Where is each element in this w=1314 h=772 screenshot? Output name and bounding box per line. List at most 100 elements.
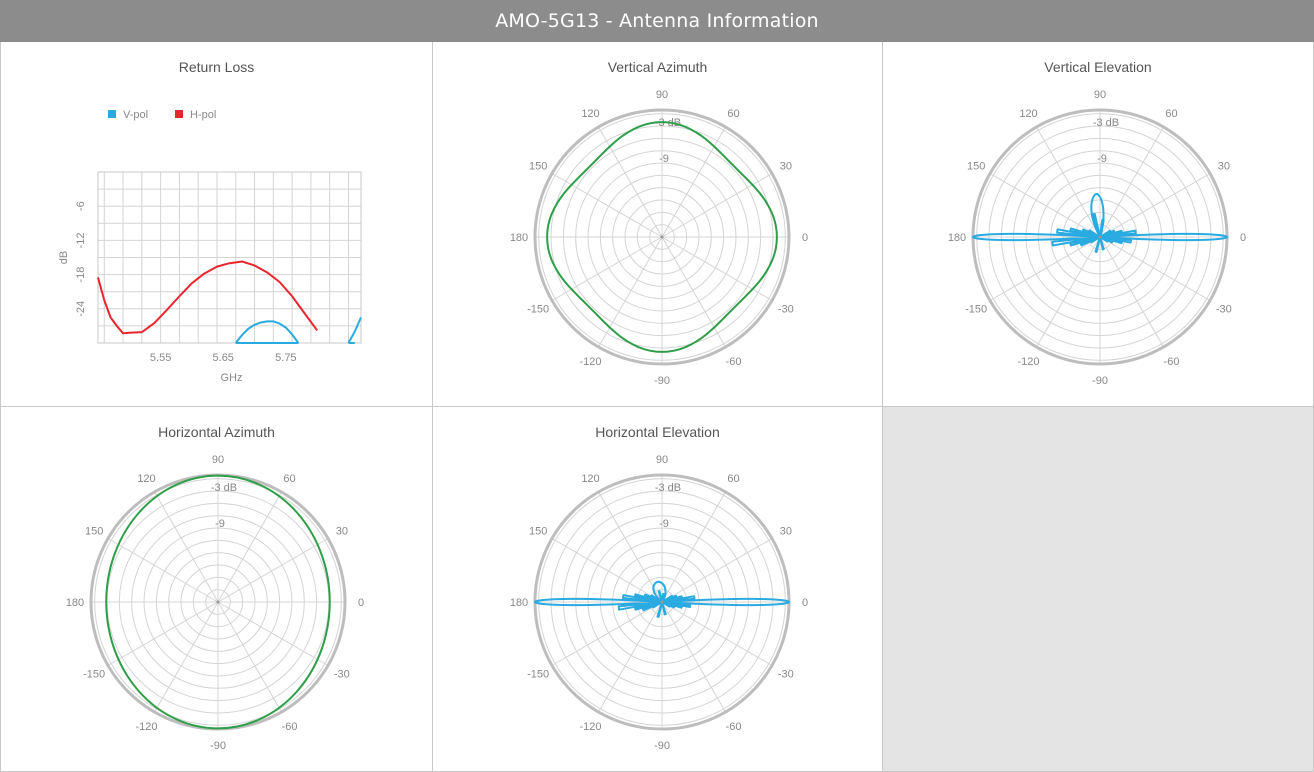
angle-label: 30 — [780, 526, 792, 538]
pattern-side-lobe — [1099, 229, 1112, 238]
horizontal-elevation-panel: Horizontal Elevation 0 30 60 90 120 150 180 -15… — [433, 407, 883, 772]
polar-outer-ring — [533, 108, 791, 366]
legend-label-h-pol: H-pol — [190, 109, 216, 121]
polar-spoke — [107, 538, 219, 603]
angle-label: 90 — [656, 89, 668, 101]
horizontal-elevation-title: Horizontal Elevation — [595, 424, 720, 440]
angle-label: 150 — [85, 526, 103, 538]
radial-label: -3 dB — [211, 482, 237, 494]
angle-label: 0 — [802, 597, 808, 609]
pattern-side-lobe — [661, 592, 665, 603]
angle-label: 60 — [727, 473, 739, 485]
angle-label: 60 — [1165, 108, 1177, 120]
angle-label: 180 — [948, 232, 966, 244]
angle-label: -90 — [654, 375, 670, 387]
vertical-elevation-panel: Vertical Elevation 0 30 60 90 120 150 180 -150 -… — [883, 42, 1314, 407]
polar-spoke — [217, 601, 282, 713]
pattern-side-lobe — [1090, 236, 1101, 244]
polar-spoke — [1099, 236, 1164, 348]
radial-label: -9 — [659, 518, 669, 530]
legend-swatch-v-pol — [108, 110, 116, 118]
x-tick-label: 5.55 — [150, 352, 171, 364]
angle-label: 0 — [358, 597, 364, 609]
page-title: AMO-5G13 - Antenna Information — [0, 0, 1314, 42]
vertical-elevation-title: Vertical Elevation — [1044, 59, 1152, 75]
angle-label: -30 — [778, 669, 794, 681]
polar-spoke — [598, 601, 663, 713]
angle-label: 0 — [802, 232, 808, 244]
polar-spoke — [551, 601, 663, 666]
polar-spoke — [217, 538, 329, 603]
polar-spoke — [1036, 126, 1101, 238]
angle-label: -90 — [210, 740, 226, 752]
angle-label: -150 — [527, 304, 549, 316]
angle-label: -30 — [334, 669, 350, 681]
angle-label: 30 — [1218, 161, 1230, 173]
series-line-vpol — [234, 320, 300, 344]
pattern-side-lobe — [661, 594, 674, 603]
pattern-side-lobe — [1088, 229, 1101, 238]
pattern-main-lobe — [661, 597, 791, 607]
angle-label: -30 — [778, 304, 794, 316]
pattern-side-lobe — [650, 594, 663, 603]
radial-label: -3 dB — [1093, 117, 1119, 129]
series-line-vpol — [347, 316, 362, 344]
angle-label: -90 — [1092, 375, 1108, 387]
polar-spoke — [661, 236, 726, 348]
x-axis-label: GHz — [221, 372, 243, 384]
chart-grid: Return Loss V-pol H-pol 5.55 5.65 5.75 GHz -6 -… — [0, 42, 1314, 772]
angle-label: 180 — [66, 597, 84, 609]
horizontal-azimuth-chart: 0 30 60 90 120 150 180 -150 -120 -90 -60 -30 -3 dB -9 — [66, 454, 364, 752]
return-loss-chart: V-pol H-pol 5.55 5.65 5.75 GHz -6 -12 -18 -24 dB — [58, 109, 362, 384]
legend-label-v-pol: V-pol — [123, 109, 148, 121]
polar-spoke — [1099, 173, 1211, 238]
polar-spoke — [154, 601, 219, 713]
horizontal-azimuth-panel: Horizontal Azimuth 0 30 60 90 120 150 180 -150 -… — [0, 407, 433, 772]
y-tick-label: -18 — [75, 267, 87, 283]
angle-label: 90 — [1094, 89, 1106, 101]
angle-label: 0 — [1240, 232, 1246, 244]
radial-label: -9 — [659, 153, 669, 165]
polar-spoke — [661, 601, 773, 666]
angle-label: -120 — [135, 721, 157, 733]
pattern-main-lobe — [1099, 232, 1229, 242]
angle-label: 90 — [212, 454, 224, 466]
angle-label: 120 — [581, 473, 599, 485]
polar-spoke — [989, 173, 1101, 238]
polar-center — [1098, 235, 1102, 239]
angle-label: 90 — [656, 454, 668, 466]
angle-label: -90 — [654, 740, 670, 752]
polar-spoke — [661, 236, 773, 301]
y-tick-label: -24 — [75, 301, 87, 317]
pattern-main-lobe — [533, 597, 663, 607]
polar-spoke — [598, 236, 663, 348]
angle-label: -120 — [1017, 356, 1039, 368]
angle-label: -60 — [726, 356, 742, 368]
polar-spoke — [661, 491, 726, 603]
y-tick-label: -12 — [75, 232, 87, 248]
x-tick-label: 5.75 — [275, 352, 296, 364]
y-axis-label: dB — [58, 251, 70, 264]
pattern-side-lobe — [1099, 218, 1105, 238]
horizontal-elevation-chart: 0 30 60 90 120 150 180 -150 -120 -90 -60 -30 -3 dB -9 — [510, 454, 808, 752]
polar-spoke — [661, 538, 773, 603]
angle-label: 150 — [529, 526, 547, 538]
angle-label: 180 — [510, 597, 528, 609]
horizontal-azimuth-title: Horizontal Azimuth — [158, 424, 275, 440]
angle-label: 60 — [727, 108, 739, 120]
pattern-up-lobe — [652, 580, 667, 603]
polar-spoke — [217, 601, 329, 666]
angle-label: 150 — [529, 161, 547, 173]
angle-label: 30 — [336, 526, 348, 538]
angle-label: -60 — [726, 721, 742, 733]
angle-label: -30 — [1216, 304, 1232, 316]
vertical-azimuth-title: Vertical Azimuth — [607, 59, 708, 75]
angle-label: -150 — [83, 669, 105, 681]
radial-label: -3 dB — [655, 482, 681, 494]
polar-spoke — [661, 173, 773, 238]
angle-label: -150 — [965, 304, 987, 316]
polar-spoke — [551, 173, 663, 238]
pattern-side-lobe — [661, 601, 671, 608]
pattern-side-lobe — [1094, 236, 1101, 253]
